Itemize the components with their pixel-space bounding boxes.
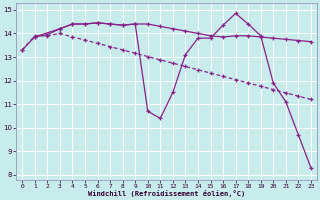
X-axis label: Windchill (Refroidissement éolien,°C): Windchill (Refroidissement éolien,°C) <box>88 190 245 197</box>
